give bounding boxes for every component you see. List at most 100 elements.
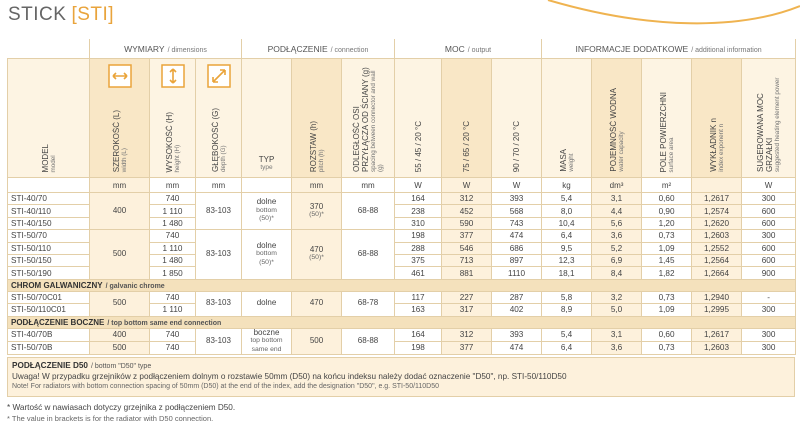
output-cell: 164: [394, 191, 443, 206]
height-cell: 740: [149, 290, 196, 305]
header-pl: ODLEGŁOŚĆ OSI PRZYŁĄCZA OD ŚCIANY (g): [352, 67, 371, 172]
surface-cell: 0,73: [641, 229, 693, 243]
output-cell: 474: [491, 340, 543, 356]
section-row: CHROM GALWANICZNY / galvanic chrome: [6, 278, 797, 292]
column-header: SUGEROWANA MOC GRZAŁKI suggested heating …: [741, 58, 797, 178]
table-body: STI-40/70 400 740 83-103 dolne bottom (50)* 370…: [6, 191, 797, 356]
header-text: WYSOKOŚĆ (H) height (H): [165, 109, 181, 175]
model-cell: STI-40/70: [7, 191, 90, 206]
height-cell: 740: [149, 340, 196, 356]
output-cell: 881: [441, 266, 493, 280]
surface-cell: 1,82: [641, 266, 693, 280]
output-cell: 377: [441, 229, 493, 243]
decor-curve: [547, 0, 800, 25]
type-en: bottom: [256, 206, 277, 214]
type-pl: dolne: [256, 298, 277, 308]
model-cell: STI-50/150: [7, 253, 90, 268]
section-title: CHROM GALWANICZNY / galvanic chrome: [6, 278, 797, 292]
water-cell: 4,4: [591, 204, 643, 218]
output-cell: 375: [394, 253, 443, 268]
model-cell: STI-50/70C01: [7, 290, 90, 305]
dimension-icon: [160, 64, 185, 88]
data-row: STI-50/190 1 850 461 881 1110 18,1 8,4 1,82 1,26…: [7, 266, 797, 280]
column-header: MASA weight: [541, 58, 593, 178]
pitch-cell: 470 (50)*: [291, 229, 342, 280]
section-title-pl: PODŁĄCZENIE BOCZNE: [11, 317, 105, 327]
table-head: WYMIARY / dimensions PODŁĄCZENIE / connecti…: [7, 39, 797, 193]
header-text: MODEL model: [41, 141, 57, 175]
water-cell: 3,1: [591, 327, 643, 342]
surface-cell: 1,45: [641, 253, 693, 268]
surface-cell: 0,73: [641, 290, 693, 305]
spec-table: WYMIARY / dimensions PODŁĄCZENIE / connecti…: [6, 39, 797, 356]
type-cell: dolne: [241, 290, 292, 317]
group-en: / dimensions: [167, 46, 207, 54]
pitch-cell: 500: [291, 327, 342, 356]
column-header: TYP type: [241, 58, 292, 178]
n-cell: 1,2617: [691, 327, 743, 342]
group-en: / connection: [330, 46, 369, 54]
unit-cell: mm: [149, 177, 196, 193]
output-cell: 288: [394, 241, 443, 255]
type-pl: dolne: [256, 240, 277, 250]
column-header: GŁĘBOKOŚĆ (G) depth (G): [195, 58, 242, 178]
model-cell: STI-50/110: [7, 241, 90, 255]
data-row: STI-40/70 400 740 83-103 dolne bottom (50)* 370…: [7, 191, 797, 231]
height-cell: 1 480: [149, 216, 196, 231]
height-cell: 740: [149, 191, 196, 206]
output-cell: 287: [491, 290, 543, 305]
header-text: POJEMNOŚĆ WODNA water capacity: [609, 85, 625, 175]
surface-cell: 0,73: [641, 340, 693, 356]
water-cell: 3,1: [591, 191, 643, 206]
output-cell: 452: [441, 204, 493, 218]
mass-cell: 10,4: [541, 216, 593, 231]
depth-cell: 83-103: [195, 327, 242, 356]
output-cell: 312: [441, 191, 493, 206]
n-cell: 1,2617: [691, 191, 743, 206]
column-header: ROZSTAW (h) pitch (h): [291, 58, 342, 178]
data-row: STI-50/70C01 500 740 83-103 dolne 470 68-78 117…: [7, 290, 797, 317]
note-title-pl: PODŁĄCZENIE D50: [12, 361, 88, 370]
footnote: * The value in brackets is for the radia…: [7, 414, 214, 423]
note-box: PODŁĄCZENIE D50/ bottom "D50" type Uwaga…: [7, 357, 795, 397]
header-pl: POLE POWIERZCHNI: [658, 91, 668, 172]
power-cell: 300: [741, 340, 797, 356]
column-header: POJEMNOŚĆ WODNA water capacity: [591, 58, 643, 178]
output-cell: 317: [441, 303, 493, 317]
width-cell: 500: [89, 290, 150, 317]
output-cell: 1110: [491, 266, 543, 280]
header-en: width (L): [120, 147, 128, 172]
pitch-value: 500: [309, 336, 324, 346]
surface-cell: 1,09: [641, 241, 693, 255]
footnotes: * Wartość w nawiasach dotyczy grzejnika …: [7, 402, 235, 424]
depth-cell: 83-103: [195, 290, 242, 317]
type-cell: boczne top bottom same end: [241, 327, 292, 356]
header-pl: WYSOKOŚĆ (H): [164, 111, 174, 172]
header-pl: ROZSTAW (h): [308, 120, 318, 172]
spacing-cell: 68-78: [340, 290, 396, 317]
group-row: WYMIARY / dimensions PODŁĄCZENIE / connecti…: [7, 39, 797, 59]
power-cell: 600: [741, 204, 797, 218]
section-row: PODŁĄCZENIE BOCZNE / top bottom same end …: [6, 315, 797, 329]
header-en: weight: [567, 153, 575, 172]
output-cell: 686: [491, 241, 543, 255]
header-en: suggested heating element power: [774, 77, 782, 172]
output-cell: 163: [394, 303, 443, 317]
unit-cell: m²: [641, 177, 693, 193]
header-pl: TYP: [258, 155, 275, 164]
mass-cell: 18,1: [541, 266, 593, 280]
output-cell: 377: [441, 340, 493, 356]
water-cell: 6,9: [591, 253, 643, 268]
header-en: spacing between connector and wall (g): [370, 70, 385, 172]
output-cell: 198: [394, 229, 443, 243]
unit-cell: kg: [541, 177, 593, 193]
header-text: 75 / 65 / 20 °C: [462, 118, 471, 175]
model-cell: STI-40/70B: [7, 327, 90, 342]
header-pl: 55 / 45 / 20 °C: [413, 120, 423, 172]
height-cell: 1 110: [149, 241, 196, 255]
group-header: INFORMACJE DODATKOWE / additional informa…: [541, 39, 797, 59]
pitch-value: 470: [309, 298, 324, 308]
header-en: index exponent n: [717, 124, 725, 172]
dimension-icon: [107, 64, 132, 88]
